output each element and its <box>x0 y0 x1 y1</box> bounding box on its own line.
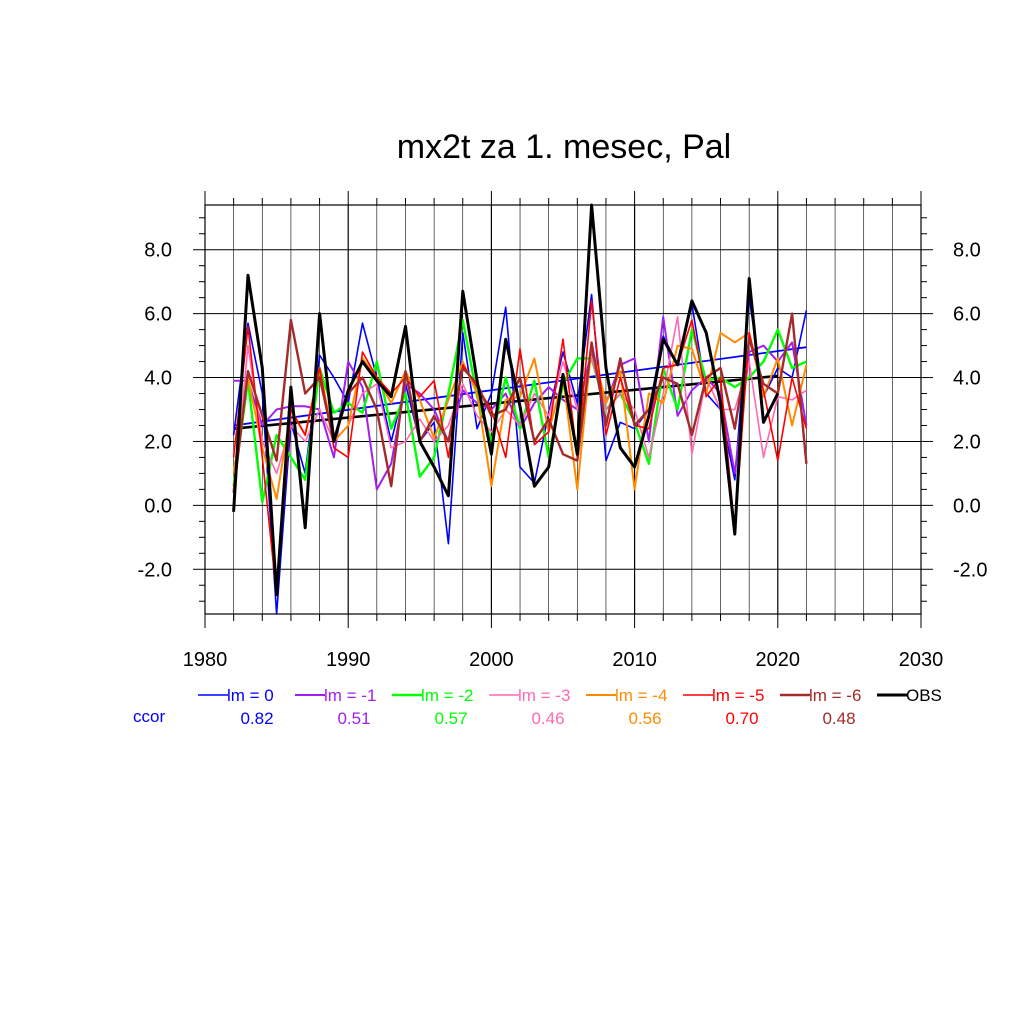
ccor-value: 0.46 <box>531 709 564 728</box>
chart-title: mx2t za 1. mesec, Pal <box>397 128 731 166</box>
ccor-value: 0.51 <box>337 709 370 728</box>
y-tick-label-right: 2.0 <box>953 431 981 453</box>
y-tick-label-left: -2.0 <box>138 559 172 581</box>
y-tick-label-left: 2.0 <box>144 431 172 453</box>
y-tick-label-left: 4.0 <box>144 368 172 390</box>
y-tick-label-right: 8.0 <box>953 240 981 262</box>
y-tick-label-right: -2.0 <box>953 559 987 581</box>
ccor-value: 0.48 <box>822 709 855 728</box>
legend-label: lm = -5 <box>712 686 764 705</box>
y-tick-label-left: 0.0 <box>144 495 172 517</box>
legend-label: OBS <box>906 686 942 705</box>
x-tick-label: 2000 <box>469 649 514 671</box>
series-line <box>232 315 807 500</box>
y-tick-label-right: 0.0 <box>953 495 981 517</box>
legend-label: lm = -6 <box>809 686 861 705</box>
x-tick-label: 1990 <box>326 649 371 671</box>
ccor-value: 0.56 <box>628 709 661 728</box>
series-line <box>232 203 780 597</box>
series-line <box>232 293 808 615</box>
legend-label: lm = -4 <box>615 686 667 705</box>
ccor-label: ccor <box>133 707 165 726</box>
x-tick-label: 2010 <box>612 649 657 671</box>
x-tick-label: 1980 <box>183 649 228 671</box>
legend-label: lm = -3 <box>518 686 570 705</box>
ccor-value: 0.57 <box>434 709 467 728</box>
y-tick-label-right: 6.0 <box>953 304 981 326</box>
series-line <box>232 312 808 493</box>
legend-label: lm = 0 <box>227 686 274 705</box>
legend-label: lm = -2 <box>421 686 473 705</box>
legend-label: lm = -1 <box>324 686 376 705</box>
axes: 1980 1990 2000 2010 2020 2030 -2.0 -2.0 0.0 0.0 2.… <box>138 191 987 671</box>
legend: lm = 0 0.82 lm = -1 0.51 lm = -2 0.57 lm = -3 0… <box>198 686 942 728</box>
y-tick-label-right: 4.0 <box>953 368 981 390</box>
x-tick-label: 2030 <box>899 649 944 671</box>
x-tick-label: 2020 <box>756 649 801 671</box>
y-tick-label-left: 8.0 <box>144 240 172 262</box>
ccor-value: 0.70 <box>725 709 758 728</box>
y-tick-label-left: 6.0 <box>144 304 172 326</box>
series-lines <box>232 203 808 615</box>
ccor-value: 0.82 <box>240 709 273 728</box>
